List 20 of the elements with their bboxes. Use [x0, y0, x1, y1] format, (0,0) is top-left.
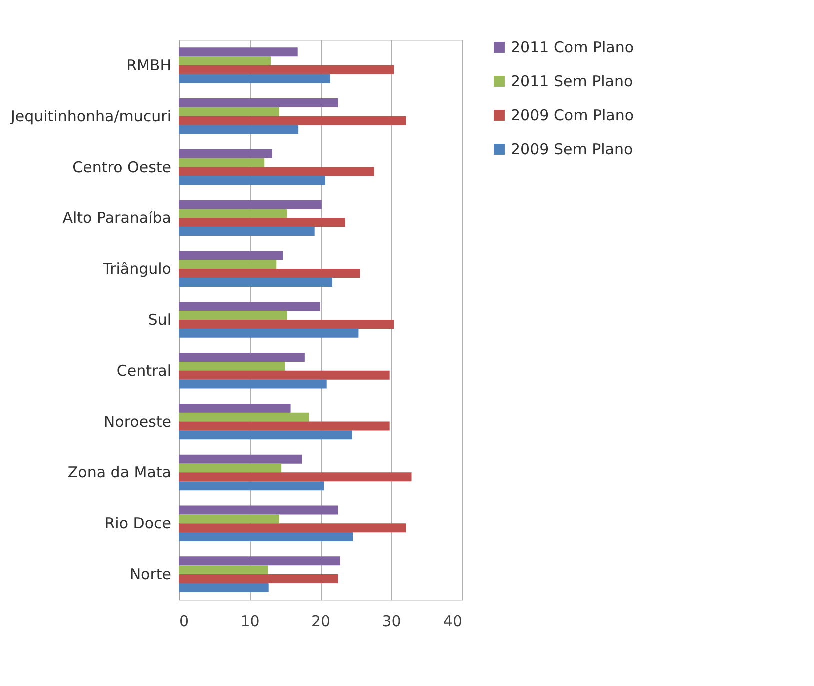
y-tick-label: Sul — [148, 311, 172, 329]
y-tick-label: Zona da Mata — [68, 464, 172, 482]
x-tick-label: 20 — [311, 612, 331, 630]
legend-label: 2009 Com Plano — [511, 106, 634, 124]
y-tick-label: Norte — [130, 566, 172, 584]
x-tick-label: 30 — [382, 612, 402, 630]
y-tick-label: Alto Paranaíba — [62, 209, 172, 228]
y-tick-label: Central — [116, 362, 172, 380]
y-tick-label: Centro Oeste — [72, 158, 172, 176]
legend-label: 2009 Sem Plano — [511, 140, 634, 158]
y-tick-label: Triângulo — [102, 260, 172, 278]
y-tick-label: Rio Doce — [104, 514, 172, 533]
x-tick-label: 10 — [240, 612, 260, 630]
x-tick-label: 0 — [180, 612, 190, 630]
y-tick-label: Jequitinhonha/mucuri — [10, 107, 172, 126]
x-tick-label: 40 — [443, 612, 462, 630]
legend-label: 2011 Com Plano — [511, 38, 634, 56]
legend-label: 2011 Sem Plano — [511, 72, 634, 90]
y-tick-label: Noroeste — [104, 412, 172, 431]
y-tick-label: RMBH — [126, 56, 172, 74]
